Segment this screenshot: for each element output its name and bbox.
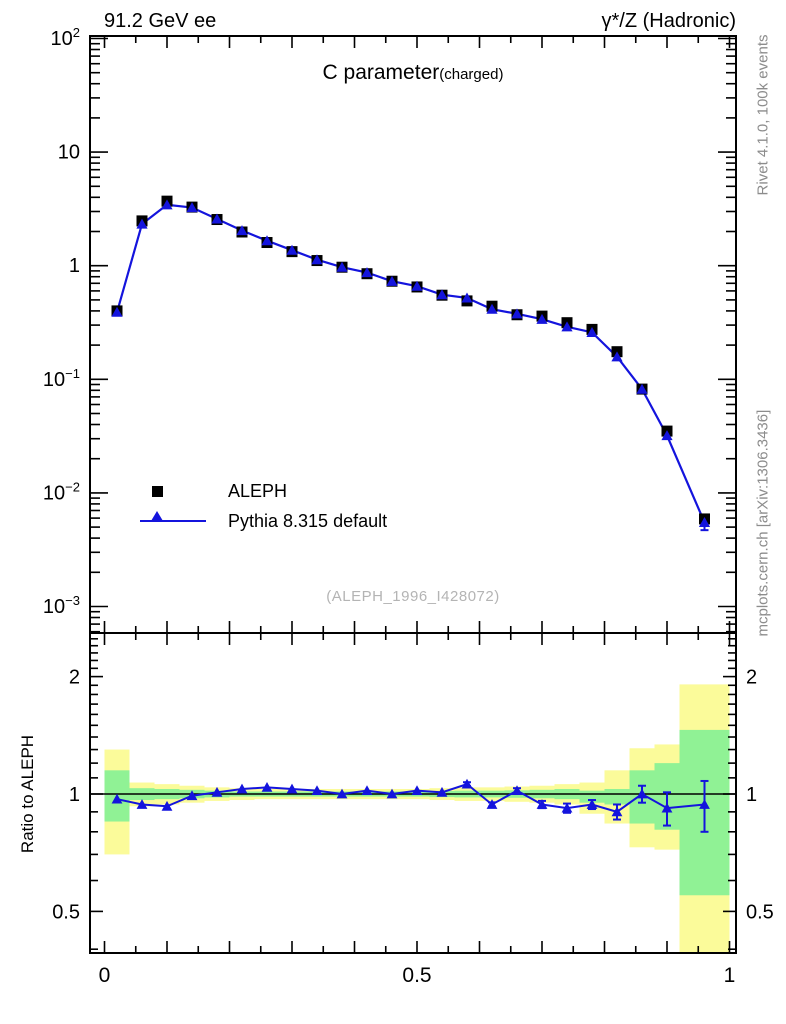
pythia-point-triangle: [411, 280, 423, 291]
legend-item-pythia: Pythia 8.315 default: [140, 506, 387, 536]
triangle-line-marker-icon: [140, 506, 208, 536]
legend-label-aleph: ALEPH: [228, 480, 288, 501]
ratio-panel-frame: [89, 632, 737, 954]
pythia-point-triangle: [636, 383, 648, 394]
pythia-point-triangle: [561, 321, 573, 332]
x-axis-tick-label: 1: [724, 964, 736, 987]
main-panel-frame: [89, 35, 737, 634]
ratio-axis-title: Ratio to ALEPH: [18, 734, 37, 854]
ratio-tick-label-left: 0.5: [52, 901, 80, 923]
ratio-point-triangle: [186, 790, 198, 801]
ratio-point-triangle: [361, 785, 373, 796]
ratio-tick-label-right: 1: [746, 784, 757, 806]
beam-energy-label: 91.2 GeV ee: [104, 10, 217, 32]
ratio-point-triangle: [136, 799, 148, 809]
pythia-point-triangle: [336, 261, 348, 272]
y-axis-tick-label: 1: [69, 255, 80, 277]
plot-title: C parameter(charged): [90, 61, 736, 85]
plot-title-suffix: (charged): [439, 66, 504, 83]
ratio-point-triangle: [511, 785, 523, 796]
y-axis-tick-label: 102: [51, 25, 80, 50]
ratio-tick-label-right: 2: [746, 667, 757, 689]
ratio-point-triangle: [699, 799, 710, 809]
pythia-point-triangle: [186, 202, 198, 213]
ratio-point-triangle: [536, 799, 548, 809]
ratio-point-triangle: [586, 799, 598, 809]
ratio-point-triangle: [411, 785, 423, 796]
pythia-point-triangle: [486, 303, 498, 314]
ratio-point-triangle: [311, 785, 323, 796]
pythia-point-triangle: [611, 351, 623, 362]
mcplots-reference-label: mcplots.cern.ch [arXiv:1306.3436]: [754, 409, 772, 637]
ratio-point-triangle: [461, 778, 473, 789]
legend-label-pythia: Pythia 8.315 default: [228, 510, 388, 531]
y-axis-tick-label: 10−1: [43, 366, 80, 391]
ratio-point-triangle: [661, 802, 673, 813]
pythia-point-triangle: [236, 225, 248, 236]
square-marker-icon: [140, 476, 208, 506]
y-axis-tick-label: 10: [58, 142, 80, 164]
ratio-point-triangle: [236, 783, 248, 794]
pythia-point-triangle: [536, 313, 548, 324]
ratio-point-triangle: [336, 788, 348, 799]
plot-title-text: C parameter: [322, 61, 440, 84]
ratio-point-triangle: [436, 786, 448, 797]
legend: ALEPH Pythia 8.315 default: [140, 476, 387, 536]
pythia-point-triangle: [136, 218, 148, 229]
ratio-point-triangle: [261, 781, 273, 792]
pythia-point-triangle: [386, 275, 398, 286]
pythia-point-triangle: [661, 430, 673, 441]
ratio-tick-label-left: 1: [69, 784, 80, 806]
pythia-point-triangle: [461, 292, 473, 303]
pythia-point-triangle: [161, 199, 173, 210]
pythia-point-triangle: [698, 516, 711, 527]
analysis-id-label: (ALEPH_1996_I428072): [326, 588, 500, 605]
ratio-point-triangle: [386, 788, 398, 799]
pythia-point-triangle: [511, 308, 523, 319]
pythia-point-triangle: [311, 254, 323, 265]
pythia-point-triangle: [286, 244, 298, 255]
ratio-point-triangle: [211, 786, 223, 797]
ratio-point-triangle: [286, 783, 298, 794]
ratio-point-triangle: [486, 799, 498, 809]
pythia-point-triangle: [211, 213, 223, 224]
pythia-point-triangle: [436, 289, 448, 300]
ratio-band-green: [604, 788, 630, 805]
ratio-tick-label-left: 2: [69, 667, 80, 689]
pythia-point-triangle: [361, 267, 373, 278]
ratio-point-triangle: [611, 806, 623, 817]
process-label: γ*/Z (Hadronic): [601, 10, 736, 32]
ratio-tick-label-right: 0.5: [746, 901, 774, 923]
y-axis-tick-label: 10−2: [43, 479, 80, 504]
pythia-curve: [115, 203, 706, 523]
x-axis-tick-label: 0: [99, 964, 111, 987]
pythia-point-triangle: [111, 306, 123, 317]
ratio-point-triangle: [561, 802, 573, 813]
ratio-point-triangle: [161, 800, 173, 811]
rivet-version-label: Rivet 4.1.0, 100k events: [754, 34, 772, 196]
x-axis-tick-label: 0.5: [402, 964, 431, 987]
legend-item-aleph: ALEPH: [140, 476, 387, 506]
y-axis-tick-label: 10−3: [43, 593, 80, 618]
ratio-point-triangle: [111, 793, 123, 804]
ratio-curve: [116, 783, 705, 813]
pythia-point-triangle: [586, 326, 598, 337]
ratio-point-triangle: [636, 788, 648, 799]
pythia-point-triangle: [261, 235, 273, 246]
